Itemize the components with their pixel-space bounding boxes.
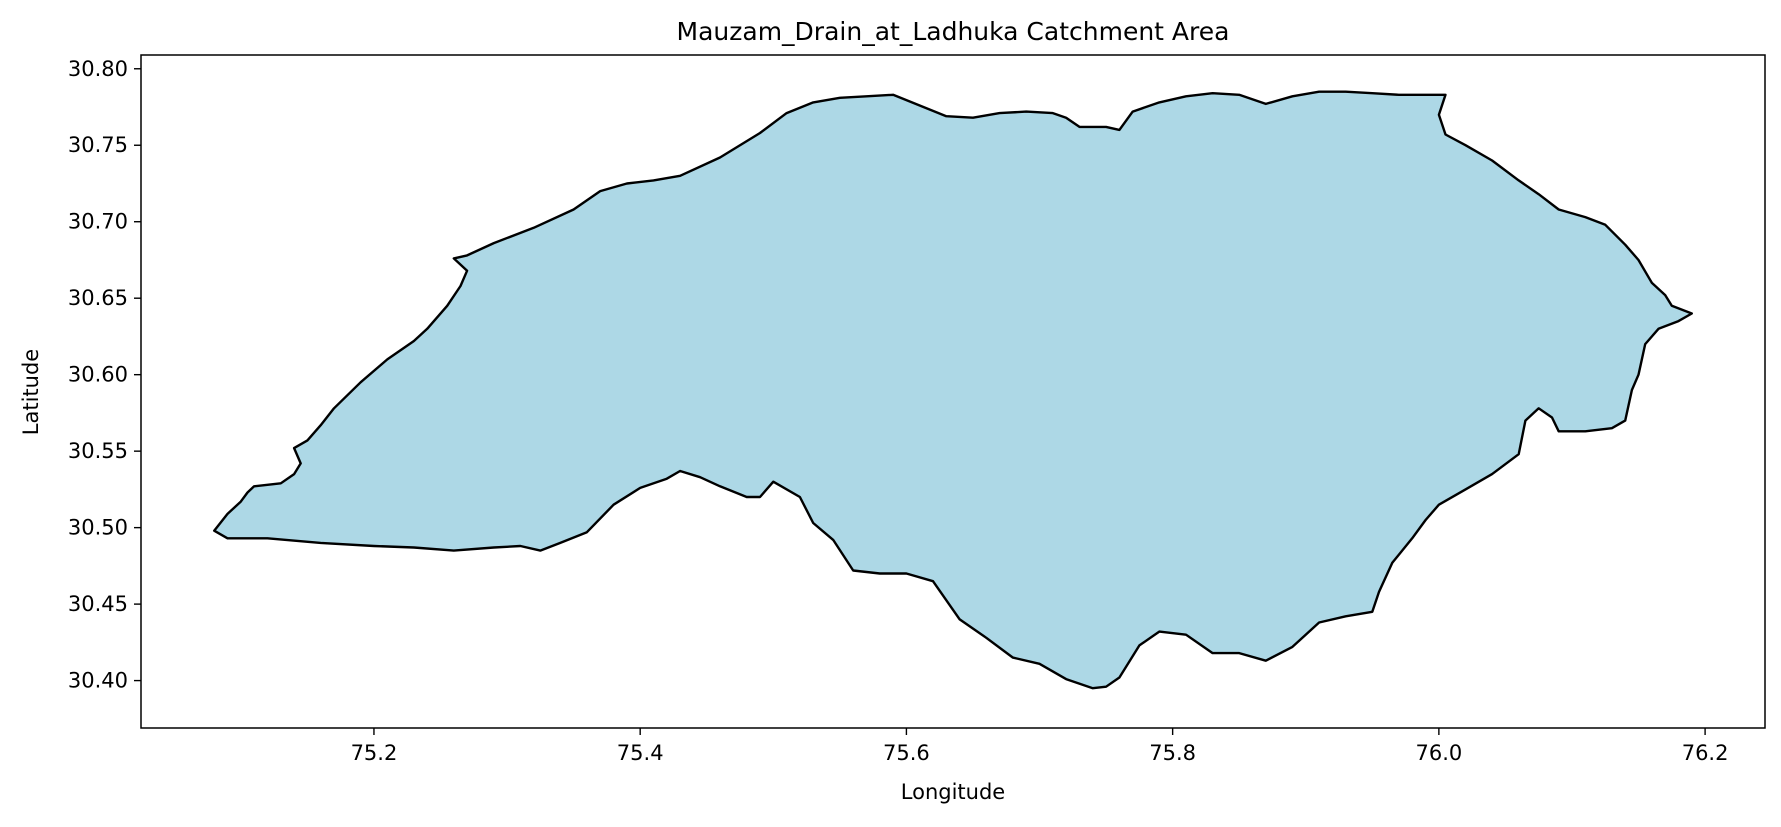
- y-tick-label: 30.80: [68, 57, 128, 81]
- y-axis: 30.40 30.45 30.50 30.55 30.60 30.65 30.70 30.75…: [68, 57, 141, 693]
- catchment-polygon: [213, 90, 1693, 690]
- y-tick-label: 30.65: [68, 286, 128, 310]
- x-axis-label: Longitude: [901, 780, 1005, 804]
- plot-frame: [140, 54, 1766, 729]
- y-tick-label: 30.75: [68, 133, 128, 157]
- y-tick-label: 30.45: [68, 592, 128, 616]
- x-tick-label: 76.0: [1415, 741, 1462, 765]
- x-tick-label: 75.8: [1149, 741, 1196, 765]
- x-tick-label: 75.2: [351, 741, 398, 765]
- y-axis-label: Latitude: [19, 349, 43, 435]
- x-tick-label: 75.6: [883, 741, 930, 765]
- y-tick-label: 30.55: [68, 439, 128, 463]
- y-tick-label: 30.40: [68, 669, 128, 693]
- y-tick-label: 30.60: [68, 363, 128, 387]
- y-tick-label: 30.70: [68, 210, 128, 234]
- x-axis: 75.2 75.4 75.6 75.8 76.0 76.2: [351, 728, 1729, 765]
- x-tick-label: 75.4: [617, 741, 664, 765]
- x-tick-label: 76.2: [1682, 741, 1729, 765]
- y-tick-label: 30.50: [68, 516, 128, 540]
- chart-title: Mauzam_Drain_at_Ladhuka Catchment Area: [677, 17, 1230, 46]
